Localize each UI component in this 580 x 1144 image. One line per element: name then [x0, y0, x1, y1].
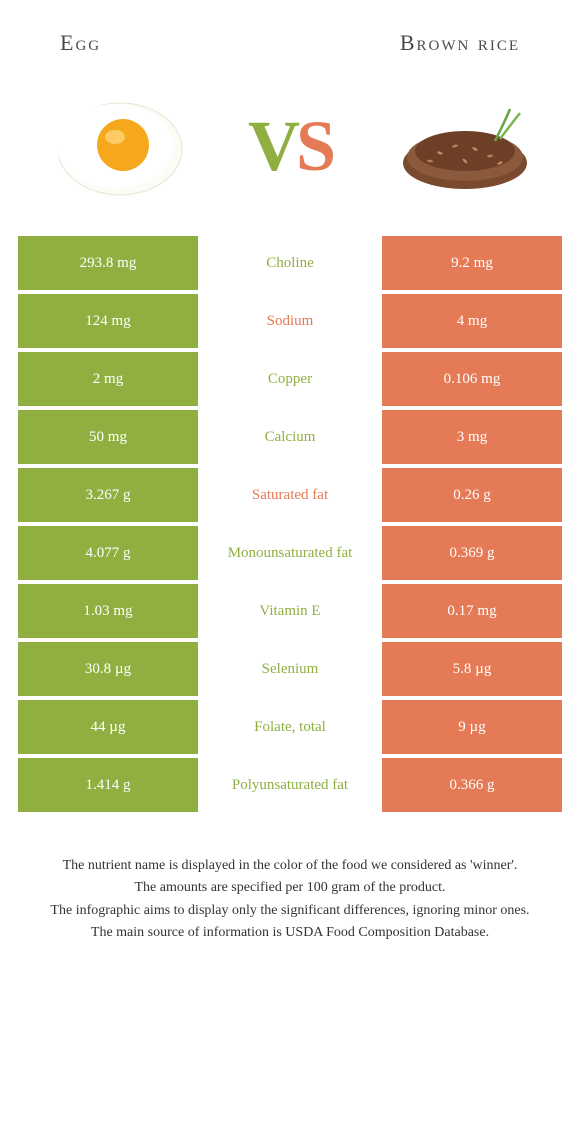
left-food-title: Egg: [60, 30, 101, 56]
vs-s-letter: S: [296, 105, 332, 188]
nutrient-label: Polyunsaturated fat: [198, 758, 382, 812]
nutrient-row: 1.414 gPolyunsaturated fat0.366 g: [18, 758, 562, 812]
left-value-cell: 293.8 mg: [18, 236, 198, 290]
left-value-cell: 1.03 mg: [18, 584, 198, 638]
nutrient-row: 293.8 mgCholine9.2 mg: [18, 236, 562, 290]
nutrient-row: 124 mgSodium4 mg: [18, 294, 562, 348]
right-value-cell: 5.8 µg: [382, 642, 562, 696]
footer-line-4: The main source of information is USDA F…: [28, 923, 552, 943]
nutrient-label: Choline: [198, 236, 382, 290]
right-food-title: Brown rice: [400, 30, 520, 56]
left-value-cell: 44 µg: [18, 700, 198, 754]
nutrient-row: 50 mgCalcium3 mg: [18, 410, 562, 464]
right-value-cell: 0.26 g: [382, 468, 562, 522]
nutrient-row: 2 mgCopper0.106 mg: [18, 352, 562, 406]
left-value-cell: 30.8 µg: [18, 642, 198, 696]
left-value-cell: 4.077 g: [18, 526, 198, 580]
right-value-cell: 9 µg: [382, 700, 562, 754]
footer-notes: The nutrient name is displayed in the co…: [0, 816, 580, 943]
right-value-cell: 0.369 g: [382, 526, 562, 580]
right-value-cell: 0.106 mg: [382, 352, 562, 406]
left-value-cell: 3.267 g: [18, 468, 198, 522]
vs-label: VS: [248, 105, 332, 188]
images-row: VS: [0, 66, 580, 236]
egg-image: [40, 86, 200, 206]
left-value-cell: 2 mg: [18, 352, 198, 406]
nutrient-label: Vitamin E: [198, 584, 382, 638]
nutrient-label: Saturated fat: [198, 468, 382, 522]
nutrient-row: 3.267 gSaturated fat0.26 g: [18, 468, 562, 522]
nutrient-table: 293.8 mgCholine9.2 mg124 mgSodium4 mg2 m…: [0, 236, 580, 812]
nutrient-label: Folate, total: [198, 700, 382, 754]
left-value-cell: 1.414 g: [18, 758, 198, 812]
nutrient-row: 44 µgFolate, total9 µg: [18, 700, 562, 754]
nutrient-label: Selenium: [198, 642, 382, 696]
right-value-cell: 0.17 mg: [382, 584, 562, 638]
footer-line-1: The nutrient name is displayed in the co…: [28, 856, 552, 876]
nutrient-label: Sodium: [198, 294, 382, 348]
brown-rice-image: [380, 86, 540, 206]
nutrient-row: 30.8 µgSelenium5.8 µg: [18, 642, 562, 696]
right-value-cell: 3 mg: [382, 410, 562, 464]
nutrient-row: 1.03 mgVitamin E0.17 mg: [18, 584, 562, 638]
footer-line-3: The infographic aims to display only the…: [28, 901, 552, 921]
nutrient-label: Calcium: [198, 410, 382, 464]
nutrient-label: Monounsaturated fat: [198, 526, 382, 580]
right-value-cell: 4 mg: [382, 294, 562, 348]
footer-line-2: The amounts are specified per 100 gram o…: [28, 878, 552, 898]
right-value-cell: 0.366 g: [382, 758, 562, 812]
left-value-cell: 50 mg: [18, 410, 198, 464]
vs-v-letter: V: [248, 105, 296, 188]
right-value-cell: 9.2 mg: [382, 236, 562, 290]
left-value-cell: 124 mg: [18, 294, 198, 348]
header-row: Egg Brown rice: [0, 0, 580, 66]
nutrient-row: 4.077 gMonounsaturated fat0.369 g: [18, 526, 562, 580]
nutrient-label: Copper: [198, 352, 382, 406]
